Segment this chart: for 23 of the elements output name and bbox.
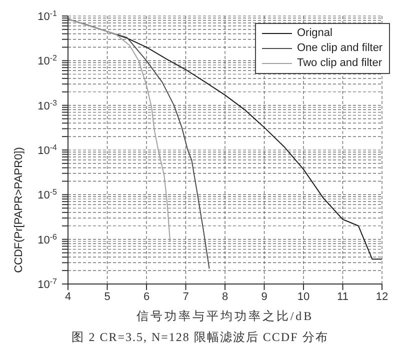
y-tick-label: 10$^{-7}$ bbox=[38, 276, 58, 291]
x-tick-label: 6 bbox=[143, 290, 150, 303]
x-tick-label: 11 bbox=[337, 290, 348, 303]
x-tick-label: 9 bbox=[261, 290, 268, 303]
y-tick-label: 10$^{-3}$ bbox=[38, 98, 58, 112]
x-tick-label: 4 bbox=[64, 290, 72, 303]
line-series bbox=[68, 18, 171, 242]
y-tick-label: 10$^{-1}$ bbox=[38, 8, 58, 23]
x-tick-label: 10 bbox=[297, 290, 310, 303]
legend-label: Orignal bbox=[296, 26, 334, 41]
x-tick-label: 12 bbox=[376, 290, 388, 303]
x-tick-label: 5 bbox=[104, 290, 110, 303]
y-tick-label: 10$^{-4}$ bbox=[38, 142, 58, 157]
x-axis-title: 信号功率与平均功率之比/dB bbox=[135, 308, 315, 325]
caption: 图 2 CR=3.5, N=128 限幅滤波后 CCDF 分布 bbox=[70, 329, 330, 346]
y-tick-label: 10$^{-5}$ bbox=[38, 187, 58, 202]
legend-label: One clip and filter bbox=[296, 41, 383, 56]
legend-label: Two clip and filter bbox=[296, 56, 383, 71]
y-tick-label: 10$^{-6}$ bbox=[38, 232, 58, 246]
x-tick-label: 8 bbox=[222, 290, 228, 303]
x-tick-label: 7 bbox=[182, 290, 189, 303]
y-tick-label: 10$^{-2}$ bbox=[38, 53, 58, 68]
y-axis-title: CCDF(Pr[PAPR>PAPR0]) bbox=[12, 147, 25, 273]
